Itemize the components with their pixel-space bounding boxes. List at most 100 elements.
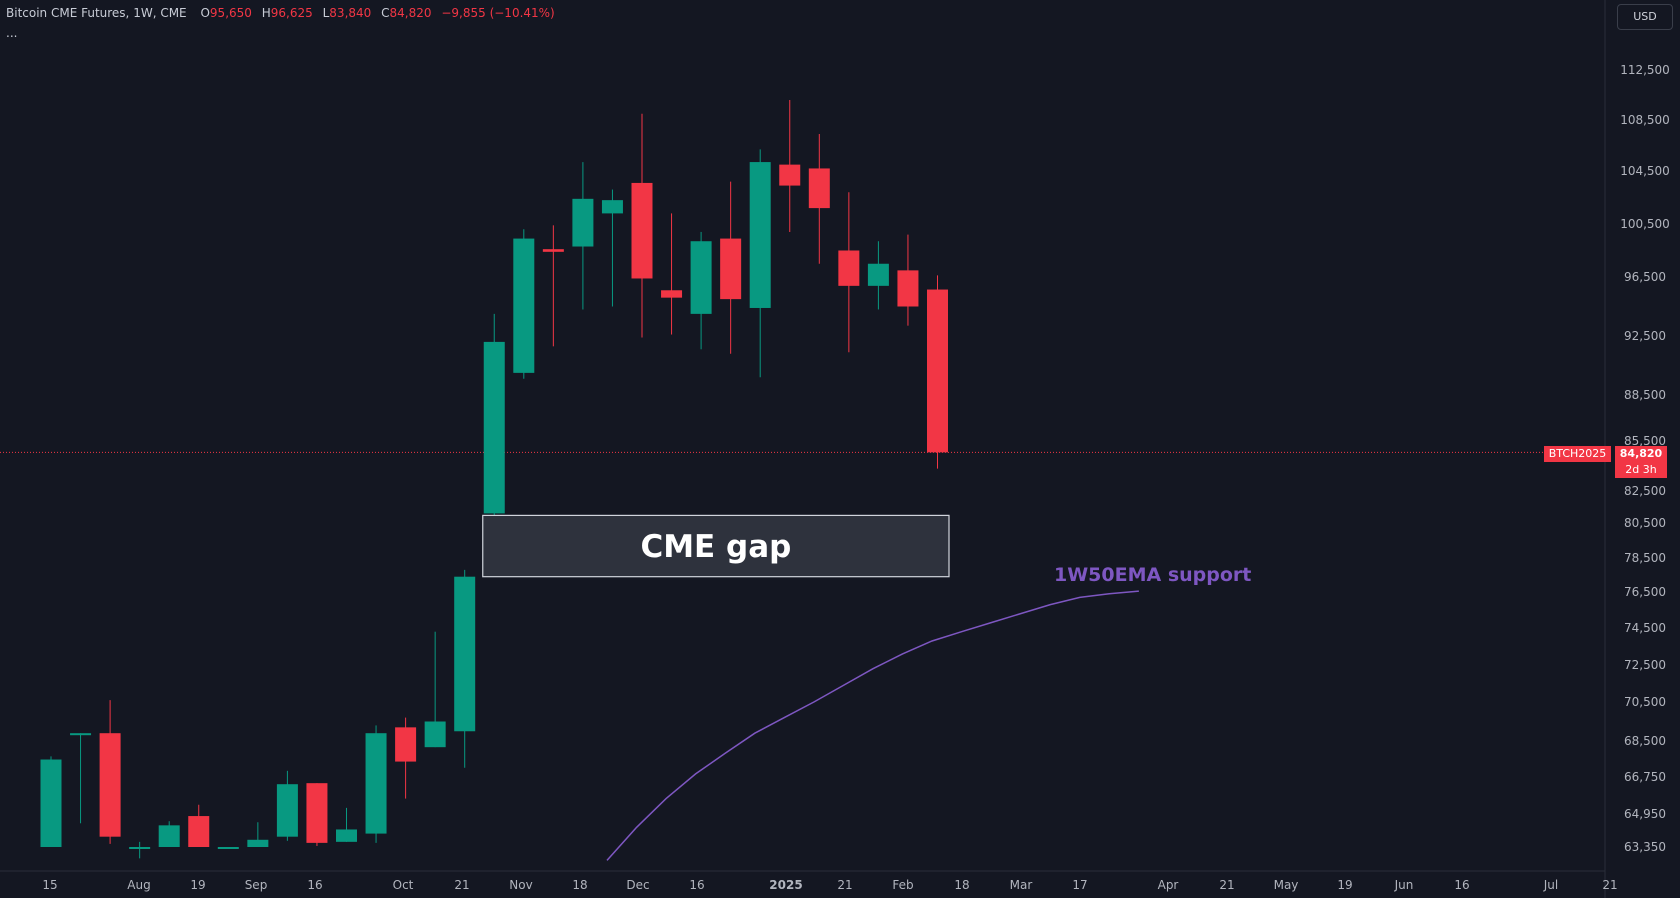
candle-body xyxy=(99,733,121,837)
candle-body xyxy=(129,847,151,849)
y-tick-label: 85,500 xyxy=(1624,434,1666,448)
candle-body xyxy=(395,727,417,762)
candle[interactable] xyxy=(749,149,771,378)
currency-button[interactable]: USD xyxy=(1617,4,1673,30)
low-label: L xyxy=(322,6,330,20)
high-label: H xyxy=(261,6,271,20)
candle[interactable] xyxy=(276,770,298,841)
last-price-tag: 84,820 xyxy=(1615,446,1667,462)
candle-body xyxy=(749,162,771,308)
candle[interactable] xyxy=(601,189,623,307)
x-tick-label: 18 xyxy=(954,878,969,892)
candle[interactable] xyxy=(572,162,594,310)
x-tick-label: Dec xyxy=(626,878,649,892)
candle[interactable] xyxy=(867,241,889,310)
y-tick-label: 88,500 xyxy=(1624,388,1666,402)
cme-gap-label: CME gap xyxy=(640,529,791,565)
candle[interactable] xyxy=(395,717,417,799)
candle[interactable] xyxy=(720,181,742,354)
candle[interactable] xyxy=(336,807,357,842)
change-value: −9,855 (−10.41%) xyxy=(441,6,555,20)
y-tick-label: 104,500 xyxy=(1620,164,1670,178)
candle-body xyxy=(217,847,239,849)
x-tick-label: Nov xyxy=(509,878,532,892)
candle[interactable] xyxy=(158,821,180,847)
y-tick-label: 63,350 xyxy=(1624,840,1666,854)
x-tick-label: 2025 xyxy=(769,878,802,892)
y-tick-label: 68,500 xyxy=(1624,734,1666,748)
candle[interactable] xyxy=(483,313,505,522)
candle[interactable] xyxy=(70,733,92,824)
x-tick-label: Feb xyxy=(892,878,913,892)
candle-body xyxy=(927,289,948,453)
x-tick-label: 18 xyxy=(572,878,587,892)
x-tick-label: 16 xyxy=(307,878,322,892)
symbol-price-tag: BTCH2025 xyxy=(1544,446,1611,462)
candle-body xyxy=(601,200,623,214)
candle[interactable] xyxy=(99,700,121,844)
cme-gap-box[interactable] xyxy=(482,514,950,578)
candle[interactable] xyxy=(897,234,919,326)
candle[interactable] xyxy=(690,231,712,350)
x-tick-label: 16 xyxy=(689,878,704,892)
candle-body xyxy=(690,241,712,314)
candle[interactable] xyxy=(808,134,830,264)
open-value: 95,650 xyxy=(209,6,252,20)
low-value: 83,840 xyxy=(329,6,372,20)
y-tick-label: 92,500 xyxy=(1624,329,1666,343)
candle-body xyxy=(247,839,269,847)
candle[interactable] xyxy=(188,804,210,847)
x-tick-label: 16 xyxy=(1454,878,1469,892)
candle[interactable] xyxy=(424,631,446,748)
x-tick-label: May xyxy=(1274,878,1299,892)
candle[interactable] xyxy=(661,213,683,335)
candle-body xyxy=(188,816,210,847)
candle-body xyxy=(483,341,505,514)
x-tick-label: 21 xyxy=(837,878,852,892)
candle[interactable] xyxy=(247,822,269,847)
y-tick-label: 112,500 xyxy=(1620,63,1670,77)
candle-body xyxy=(70,733,92,736)
x-tick-label: 21 xyxy=(454,878,469,892)
ema-line[interactable] xyxy=(606,590,1139,861)
candle[interactable] xyxy=(631,113,653,338)
candle-body xyxy=(158,825,180,847)
symbol-title[interactable]: Bitcoin CME Futures, 1W, CME xyxy=(6,6,187,20)
x-tick-label: 21 xyxy=(1219,878,1234,892)
y-tick-label: 64,950 xyxy=(1624,807,1666,821)
candle[interactable] xyxy=(542,225,564,347)
y-tick-label: 70,500 xyxy=(1624,695,1666,709)
candle[interactable] xyxy=(129,841,151,859)
close-label: C xyxy=(381,6,390,20)
candle[interactable] xyxy=(454,569,476,768)
more-menu-button[interactable]: ... xyxy=(6,26,18,40)
y-tick-label: 72,500 xyxy=(1624,658,1666,672)
open-label: O xyxy=(200,6,210,20)
x-tick-label: Oct xyxy=(393,878,414,892)
candle-body xyxy=(838,250,860,286)
candle[interactable] xyxy=(927,275,948,469)
candle[interactable] xyxy=(838,192,860,353)
y-tick-label: 78,500 xyxy=(1624,551,1666,565)
y-tick-label: 76,500 xyxy=(1624,585,1666,599)
candle[interactable] xyxy=(365,725,387,843)
y-tick-label: 100,500 xyxy=(1620,217,1670,231)
candle[interactable] xyxy=(217,847,239,849)
candle-body xyxy=(276,784,298,837)
countdown-tag: 2d 3h xyxy=(1615,462,1667,478)
candle[interactable] xyxy=(40,756,62,847)
y-tick-label: 80,500 xyxy=(1624,516,1666,530)
candle-body xyxy=(336,829,357,842)
x-tick-label: 19 xyxy=(1337,878,1352,892)
candle[interactable] xyxy=(513,229,535,379)
x-tick-label: Jun xyxy=(1394,878,1414,892)
x-tick-label: 17 xyxy=(1072,878,1087,892)
candle-body xyxy=(661,290,683,298)
candle-body xyxy=(631,182,653,279)
candle[interactable] xyxy=(779,100,801,232)
candle-body xyxy=(897,270,919,307)
y-tick-label: 108,500 xyxy=(1620,113,1670,127)
candle[interactable] xyxy=(306,783,328,846)
candle-body xyxy=(513,238,535,373)
